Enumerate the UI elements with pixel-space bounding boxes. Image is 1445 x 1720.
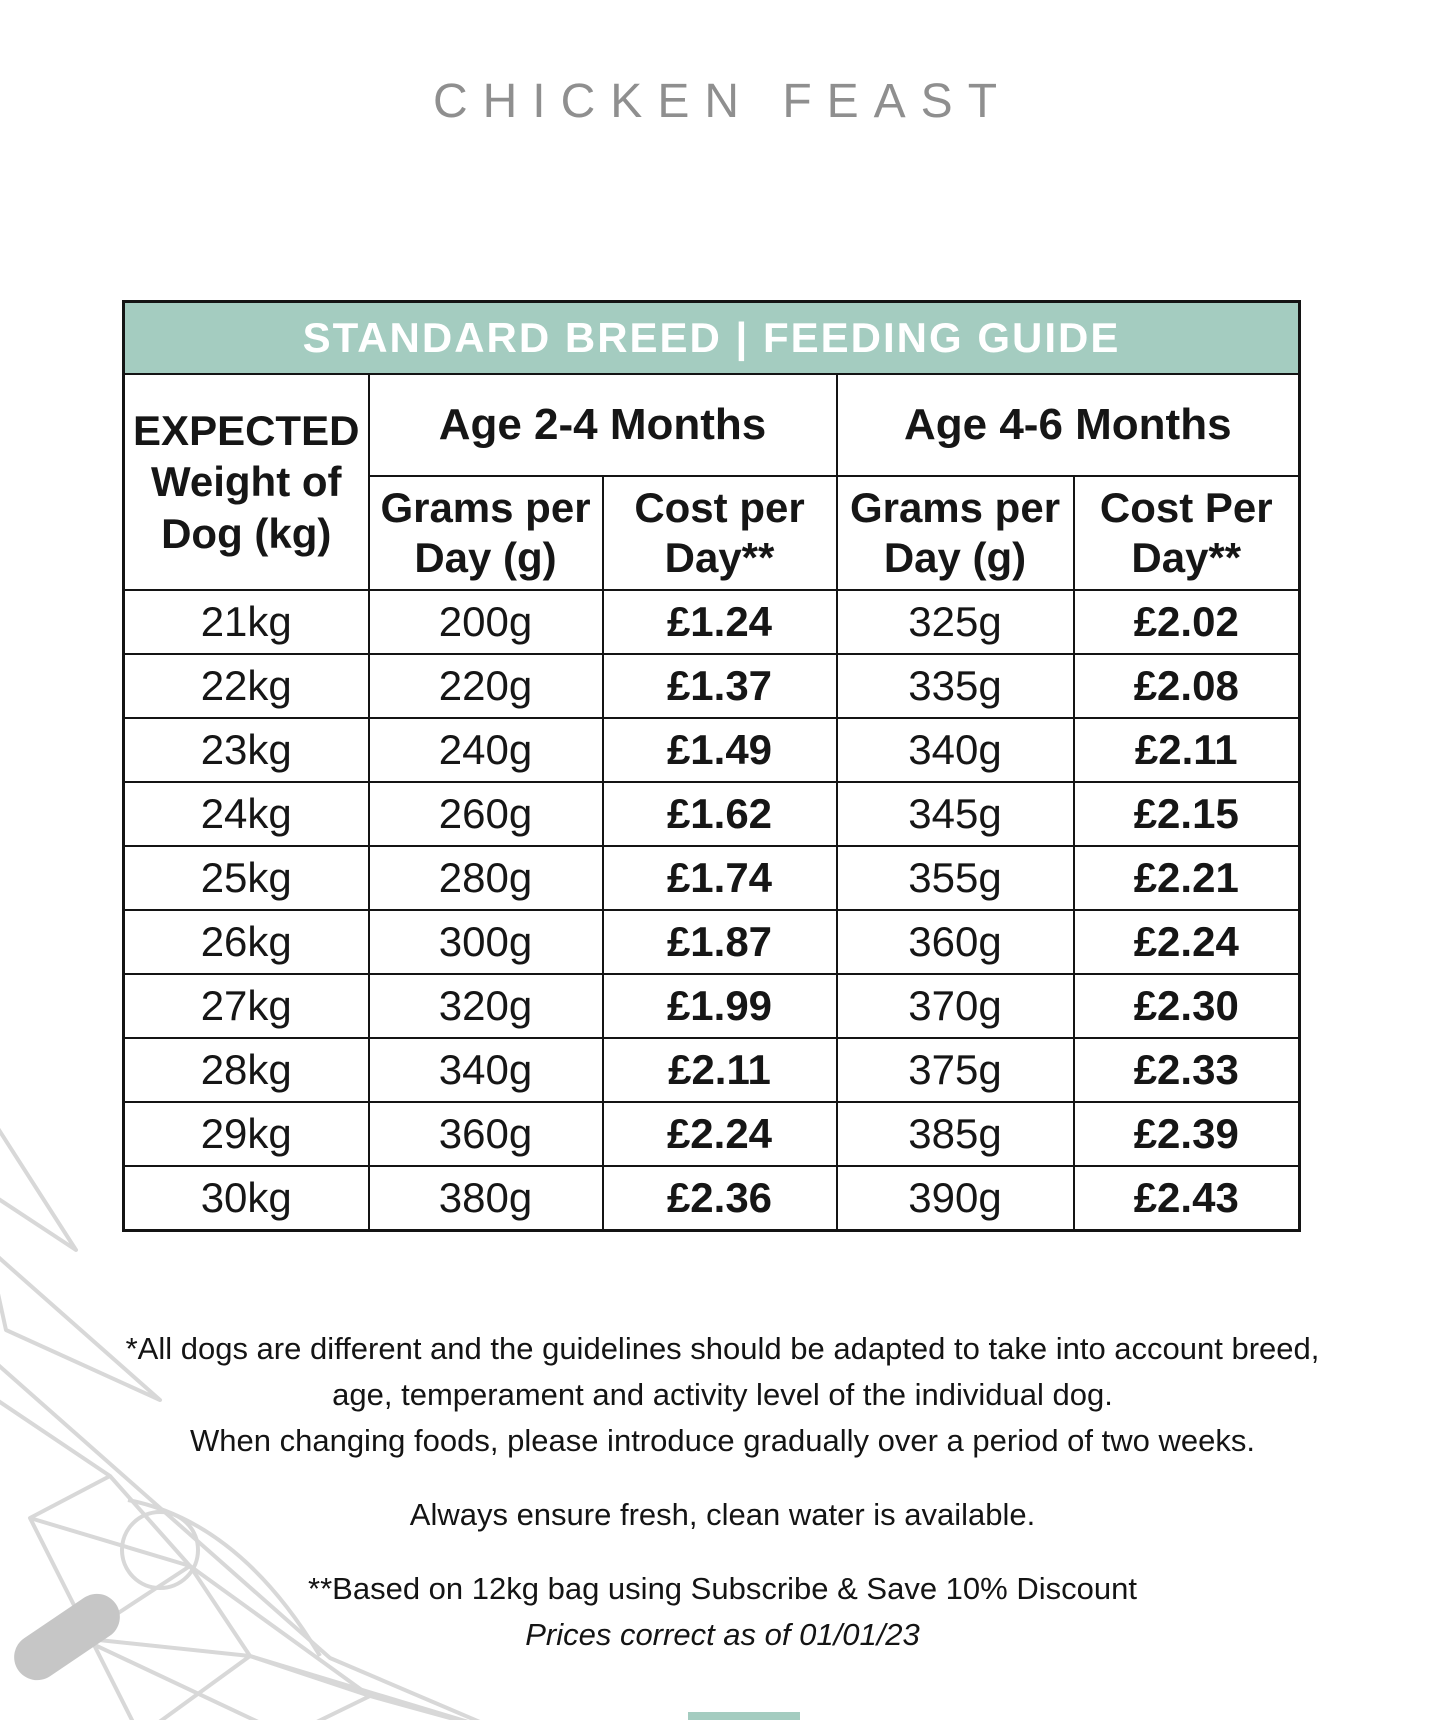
grams-2-4-cell: 360g bbox=[367, 1101, 604, 1167]
cost-2-4-cell: £2.11 bbox=[601, 1037, 838, 1103]
cost-2-4-cell: £2.36 bbox=[601, 1165, 838, 1232]
table-row: 30kg 380g £2.36 390g £2.43 bbox=[122, 1165, 1301, 1232]
sub-header-line: Day** bbox=[1131, 534, 1242, 581]
weight-cell: 26kg bbox=[122, 909, 370, 975]
sub-header-line: Grams per bbox=[849, 484, 1061, 532]
table-title-banner: STANDARD BREED | FEEDING GUIDE bbox=[122, 300, 1301, 375]
cost-2-4-cell: £1.62 bbox=[601, 781, 838, 847]
grams-4-6-cell: 345g bbox=[835, 781, 1075, 847]
weight-cell: 29kg bbox=[122, 1101, 370, 1167]
table-row: 22kg 220g £1.37 335g £2.08 bbox=[122, 653, 1301, 719]
age-4-6-header: Age 4-6 Months bbox=[835, 373, 1301, 477]
sub-header-line: Day (g) bbox=[883, 534, 1027, 581]
cost-4-6-cell: £2.24 bbox=[1072, 909, 1301, 975]
weight-cell: 23kg bbox=[122, 717, 370, 783]
grams-2-4-cell: 220g bbox=[367, 653, 604, 719]
weight-cell: 27kg bbox=[122, 973, 370, 1039]
cost-4-6-cell: £2.21 bbox=[1072, 845, 1301, 911]
grams-4-6-cell: 370g bbox=[835, 973, 1075, 1039]
grams-2-4-cell: 380g bbox=[367, 1165, 604, 1232]
cost-4-6-column-header: Cost Per Day** bbox=[1072, 475, 1301, 591]
prices-note: Prices correct as of 01/01/23 bbox=[525, 1617, 920, 1652]
sub-header-line: Grams per bbox=[380, 484, 591, 532]
table-row: 26kg 300g £1.87 360g £2.24 bbox=[122, 909, 1301, 975]
feeding-guide-table: STANDARD BREED | FEEDING GUIDE EXPECTED … bbox=[122, 300, 1302, 1232]
cost-4-6-cell: £2.30 bbox=[1072, 973, 1301, 1039]
grams-4-6-cell: 325g bbox=[835, 589, 1075, 655]
cost-2-4-cell: £1.74 bbox=[601, 845, 838, 911]
cost-4-6-cell: £2.15 bbox=[1072, 781, 1301, 847]
weight-column-header: EXPECTED Weight of Dog (kg) bbox=[122, 373, 370, 591]
grams-2-4-cell: 240g bbox=[367, 717, 604, 783]
guideline-note-line: When changing foods, please introduce gr… bbox=[190, 1423, 1255, 1458]
weight-cell: 28kg bbox=[122, 1037, 370, 1103]
weight-cell: 21kg bbox=[122, 589, 370, 655]
grams-4-6-cell: 390g bbox=[835, 1165, 1075, 1232]
water-note: Always ensure fresh, clean water is avai… bbox=[409, 1497, 1036, 1532]
discount-note: **Based on 12kg bag using Subscribe & Sa… bbox=[308, 1571, 1137, 1606]
sub-header-line: Cost Per bbox=[1099, 484, 1273, 532]
grams-2-4-column-header: Grams per Day (g) bbox=[367, 475, 604, 591]
grams-4-6-cell: 375g bbox=[835, 1037, 1075, 1103]
sub-header-row: Grams per Day (g) Cost per Day** Grams p… bbox=[124, 475, 1301, 591]
grams-2-4-cell: 280g bbox=[367, 845, 604, 911]
product-title: CHICKEN FEAST bbox=[432, 75, 1013, 128]
guideline-note-line: *All dogs are different and the guidelin… bbox=[125, 1331, 1320, 1366]
table-row: 23kg 240g £1.49 340g £2.11 bbox=[122, 717, 1301, 783]
age-group-row: EXPECTED Weight of Dog (kg) Age 2-4 Mont… bbox=[122, 373, 1301, 591]
footnotes: *All dogs are different and the guidelin… bbox=[0, 1326, 1445, 1658]
cost-2-4-cell: £2.24 bbox=[601, 1101, 838, 1167]
table-row: 28kg 340g £2.11 375g £2.33 bbox=[122, 1037, 1301, 1103]
weight-cell: 22kg bbox=[122, 653, 370, 719]
weight-cell: 30kg bbox=[122, 1165, 370, 1232]
grams-2-4-cell: 300g bbox=[367, 909, 604, 975]
grams-4-6-cell: 360g bbox=[835, 909, 1075, 975]
grams-4-6-cell: 340g bbox=[835, 717, 1075, 783]
guideline-note-line: age, temperament and activity level of t… bbox=[332, 1377, 1113, 1412]
cost-4-6-cell: £2.08 bbox=[1072, 653, 1301, 719]
age-2-4-header: Age 2-4 Months bbox=[367, 373, 838, 477]
table-row: 29kg 360g £2.24 385g £2.39 bbox=[122, 1101, 1301, 1167]
grams-4-6-column-header: Grams per Day (g) bbox=[835, 475, 1075, 591]
table-header: STANDARD BREED | FEEDING GUIDE EXPECTED … bbox=[122, 300, 1301, 591]
table-row: 25kg 280g £1.74 355g £2.21 bbox=[122, 845, 1301, 911]
feeding-table-body: 21kg 200g £1.24 325g £2.02 22kg 220g £1.… bbox=[122, 589, 1301, 1232]
sub-header-line: Day (g) bbox=[414, 534, 557, 581]
grams-2-4-cell: 200g bbox=[367, 589, 604, 655]
weight-header-line: Weight of bbox=[150, 458, 342, 506]
cost-4-6-cell: £2.02 bbox=[1072, 589, 1301, 655]
cost-4-6-cell: £2.11 bbox=[1072, 717, 1301, 783]
banner-row: STANDARD BREED | FEEDING GUIDE bbox=[122, 300, 1301, 375]
cost-2-4-column-header: Cost per Day** bbox=[601, 475, 838, 591]
table-row: 24kg 260g £1.62 345g £2.15 bbox=[122, 781, 1301, 847]
cost-4-6-cell: £2.33 bbox=[1072, 1037, 1301, 1103]
grams-2-4-cell: 320g bbox=[367, 973, 604, 1039]
grams-4-6-cell: 385g bbox=[835, 1101, 1075, 1167]
cost-2-4-cell: £1.24 bbox=[601, 589, 838, 655]
cost-2-4-cell: £1.87 bbox=[601, 909, 838, 975]
table-row: 21kg 200g £1.24 325g £2.02 bbox=[122, 589, 1301, 655]
sub-header-line: Day** bbox=[664, 534, 775, 581]
grams-2-4-cell: 260g bbox=[367, 781, 604, 847]
cost-2-4-cell: £1.37 bbox=[601, 653, 838, 719]
weight-header-line: EXPECTED bbox=[133, 407, 360, 455]
cost-4-6-cell: £2.43 bbox=[1072, 1165, 1301, 1232]
grams-4-6-cell: 355g bbox=[835, 845, 1075, 911]
weight-header-line: Dog (kg) bbox=[161, 509, 332, 557]
weight-cell: 25kg bbox=[122, 845, 370, 911]
table-row: 27kg 320g £1.99 370g £2.30 bbox=[122, 973, 1301, 1039]
weight-cell: 24kg bbox=[122, 781, 370, 847]
bottom-accent-bar bbox=[688, 1712, 800, 1720]
grams-4-6-cell: 335g bbox=[835, 653, 1075, 719]
cost-2-4-cell: £1.49 bbox=[601, 717, 838, 783]
cost-2-4-cell: £1.99 bbox=[601, 973, 838, 1039]
cost-4-6-cell: £2.39 bbox=[1072, 1101, 1301, 1167]
grams-2-4-cell: 340g bbox=[367, 1037, 604, 1103]
sub-header-line: Cost per bbox=[634, 484, 805, 532]
